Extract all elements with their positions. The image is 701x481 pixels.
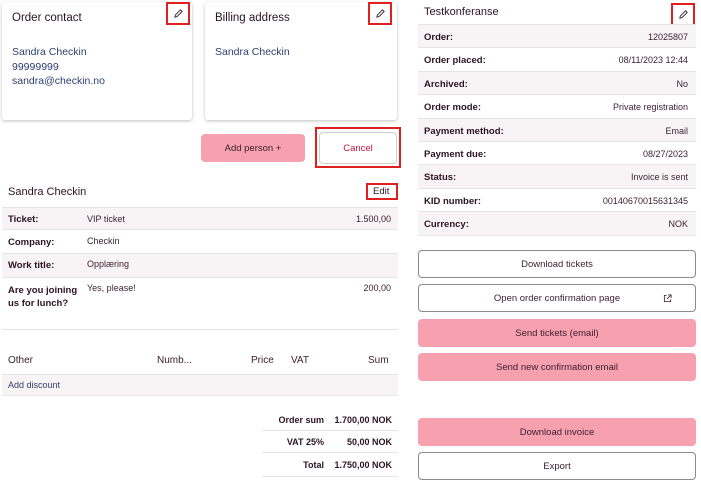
billing-address-card: Billing address Sandra Checkin [205,2,397,120]
sum-column-header: Sum [368,355,389,366]
send-tickets-button[interactable]: Send tickets (email) [418,319,696,347]
payment-method-value: Email [665,125,688,136]
order-info-row-payment-method: Payment method: Email [418,118,696,142]
contact-email: sandra@checkin.no [12,75,105,87]
total-label: Total [303,460,324,470]
status-label: Status: [424,172,457,184]
order-mode-value: Private registration [612,102,688,113]
order-info-row-placed: Order placed: 08/11/2023 12:44 [418,48,696,72]
payment-due-value: 08/27/2023 [642,149,688,159]
participant-name: Sandra Checkin [8,186,87,198]
order-info-title: Testkonferanse [424,6,499,18]
order-placed-label: Order placed: [424,55,486,67]
order-mode-label: Order mode: [424,102,482,114]
vat-value: 50,00 NOK [346,437,392,447]
edit-participant-button[interactable]: Edit [373,186,390,197]
pencil-icon [678,10,688,19]
pencil-icon [173,9,183,18]
work-title-label: Work title: [8,260,55,271]
totals-row-vat: VAT 25% 50,00 NOK [262,431,398,453]
cancel-button[interactable]: Cancel [319,132,397,164]
lunch-value: Yes, please! [87,283,136,293]
totals-row-order-sum: Order sum 1.700,00 NOK [262,409,398,431]
edit-participant-highlight [366,183,398,200]
order-info-row-archived: Archived: No [418,71,696,96]
participant-row-work-title: Work title: Opplæring [2,254,398,278]
export-button[interactable]: Export [418,452,696,480]
participant-row-ticket: Ticket: VIP ticket 1.500,00 [2,207,398,230]
company-label: Company: [8,237,55,248]
payment-method-label: Payment method: [424,125,504,137]
open-confirmation-page-button[interactable]: Open order confirmation page [418,284,696,312]
order-placed-value: 08/11/2023 12:44 [618,55,688,66]
order-info-row-currency: Currency: NOK [418,212,696,236]
add-discount-row: Add discount [2,374,398,396]
company-value: Checkin [87,236,120,246]
order-contact-title: Order contact [12,12,82,24]
lunch-question-label: Are you joining us for lunch? [8,285,78,309]
archived-label: Archived: [424,78,468,90]
status-value: Invoice is sent [630,172,688,183]
price-column-header: Price [251,355,274,366]
kid-number-value: 00140670015631345 [602,195,688,206]
currency-label: Currency: [424,219,469,231]
order-info-row-order: Order: 12025807 [418,25,696,49]
participant-row-company: Company: Checkin [2,230,398,254]
totals-row-total: Total 1.750,00 NOK [262,453,398,477]
pencil-icon [375,9,385,18]
billing-name: Sandra Checkin [215,46,290,58]
order-info-row-kid: KID number: 00140670015631345 [418,189,696,213]
work-title-value: Opplæring [87,259,130,269]
order-info-divider [418,24,696,25]
order-sum-label: Order sum [278,415,324,425]
order-label: Order: [424,32,454,43]
ticket-amount: 1.500,00 [355,214,391,224]
archived-value: No [676,78,688,89]
order-value: 12025807 [647,32,688,42]
order-info-row-mode: Order mode: Private registration [418,95,696,119]
edit-order-info-button[interactable] [671,3,695,26]
billing-address-details: Sandra Checkin [215,45,290,60]
lunch-amount: 200,00 [363,283,391,293]
add-person-button[interactable]: Add person + [201,134,305,162]
order-contact-card: Order contact Sandra Checkin 99999999 sa… [2,2,192,120]
vat-column-header: VAT [291,355,309,366]
participant-row-lunch: Are you joining us for lunch? Yes, pleas… [2,278,398,330]
add-discount-link[interactable]: Add discount [8,380,61,390]
kid-number-label: KID number: [424,195,481,207]
external-link-icon [663,294,672,303]
open-confirmation-page-label: Open order confirmation page [493,292,621,304]
currency-value: NOK [668,219,688,230]
send-confirmation-email-button[interactable]: Send new confirmation email [418,353,696,381]
order-info-row-payment-due: Payment due: 08/27/2023 [418,142,696,166]
vat-label: VAT 25% [286,437,324,447]
edit-order-contact-button[interactable] [166,2,190,25]
cancel-button-highlight [315,127,401,168]
ticket-label: Ticket: [8,214,39,225]
billing-address-title: Billing address [215,12,290,24]
download-invoice-button[interactable]: Download invoice [418,418,696,446]
number-column-header: Numb... [157,355,193,366]
ticket-value: VIP ticket [87,214,125,224]
contact-phone: 99999999 [12,60,59,73]
order-sum-value: 1.700,00 NOK [334,415,392,425]
download-tickets-button[interactable]: Download tickets [418,250,696,278]
contact-name: Sandra Checkin [12,46,87,58]
total-value: 1.750,00 NOK [334,460,392,470]
other-column-header: Other [8,355,34,366]
order-contact-details: Sandra Checkin 99999999 sandra@checkin.n… [12,45,105,89]
order-info-row-status: Status: Invoice is sent [418,165,696,189]
edit-billing-address-button[interactable] [368,2,392,25]
payment-due-label: Payment due: [424,149,487,160]
